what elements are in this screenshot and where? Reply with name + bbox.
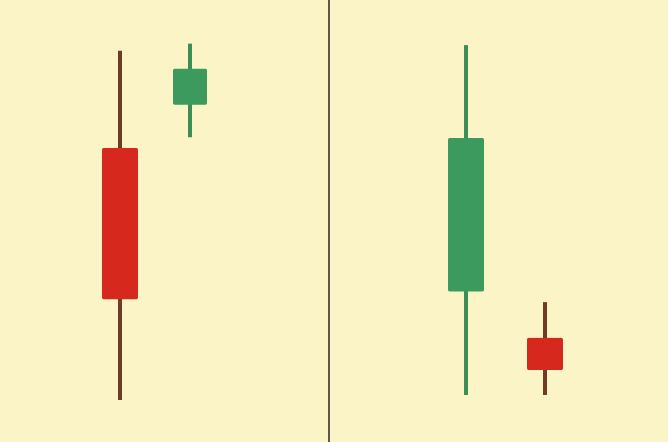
candle-bearish — [102, 50, 138, 400]
candle-body-bearish — [527, 337, 563, 371]
candle-body-bullish — [448, 137, 484, 292]
candle-body-bearish — [102, 148, 138, 300]
left-candle-panel — [102, 43, 207, 400]
candle-bearish — [527, 302, 563, 395]
candle-body-bullish — [173, 68, 207, 105]
candle-bullish — [448, 45, 484, 395]
right-candle-panel — [448, 45, 563, 395]
candle-bullish — [173, 43, 207, 138]
